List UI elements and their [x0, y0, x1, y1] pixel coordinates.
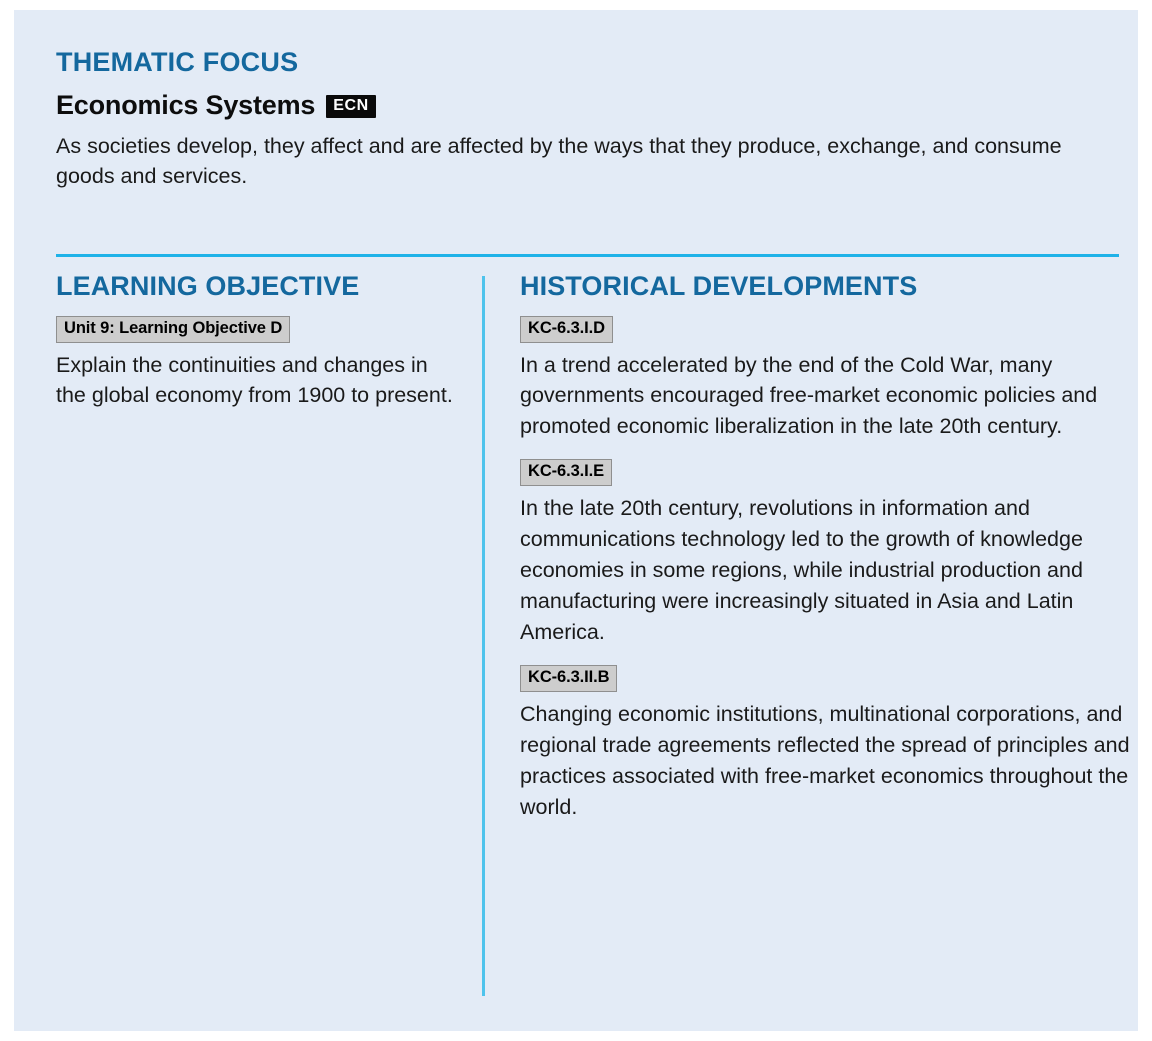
- content-panel: THEMATIC FOCUS Economics Systems ECN As …: [14, 10, 1138, 1031]
- historical-development-item: KC-6.3.I.E In the late 20th century, rev…: [520, 459, 1138, 648]
- historical-development-item: KC-6.3.II.B Changing economic institutio…: [520, 664, 1138, 823]
- learning-objective-heading: LEARNING OBJECTIVE: [56, 271, 360, 301]
- historical-developments-heading: HISTORICAL DEVELOPMENTS: [520, 271, 918, 301]
- column-divider-vertical: [482, 276, 485, 996]
- learning-objective-column: LEARNING OBJECTIVE Unit 9: Learning Obje…: [56, 271, 482, 1031]
- kc-text: In the late 20th century, revolutions in…: [520, 496, 1083, 644]
- theme-description: As societies develop, they affect and ar…: [56, 133, 1062, 189]
- learning-objective-code-badge: Unit 9: Learning Objective D: [56, 315, 291, 343]
- kc-code-badge: KC-6.3.I.E: [520, 459, 613, 487]
- columns-container: LEARNING OBJECTIVE Unit 9: Learning Obje…: [56, 271, 1138, 1031]
- kc-text: In a trend accelerated by the end of the…: [520, 352, 1098, 439]
- thematic-focus-eyebrow: THEMATIC FOCUS: [56, 47, 299, 77]
- theme-title-row: Economics Systems ECN: [56, 90, 1119, 121]
- section-divider-horizontal: [56, 254, 1119, 257]
- theme-code-badge: ECN: [326, 94, 376, 118]
- kc-code-badge: KC-6.3.II.B: [520, 664, 618, 692]
- kc-code-badge: KC-6.3.I.D: [520, 315, 613, 343]
- learning-objective-text: Explain the continuities and changes in …: [56, 352, 453, 408]
- historical-development-item: KC-6.3.I.D In a trend accelerated by the…: [520, 315, 1138, 443]
- kc-text: Changing economic institutions, multinat…: [520, 701, 1130, 819]
- page-title: Economics Systems: [56, 89, 316, 120]
- panel-inner: THEMATIC FOCUS Economics Systems ECN As …: [56, 47, 1119, 1031]
- historical-developments-column: HISTORICAL DEVELOPMENTS KC-6.3.I.D In a …: [485, 271, 1138, 1031]
